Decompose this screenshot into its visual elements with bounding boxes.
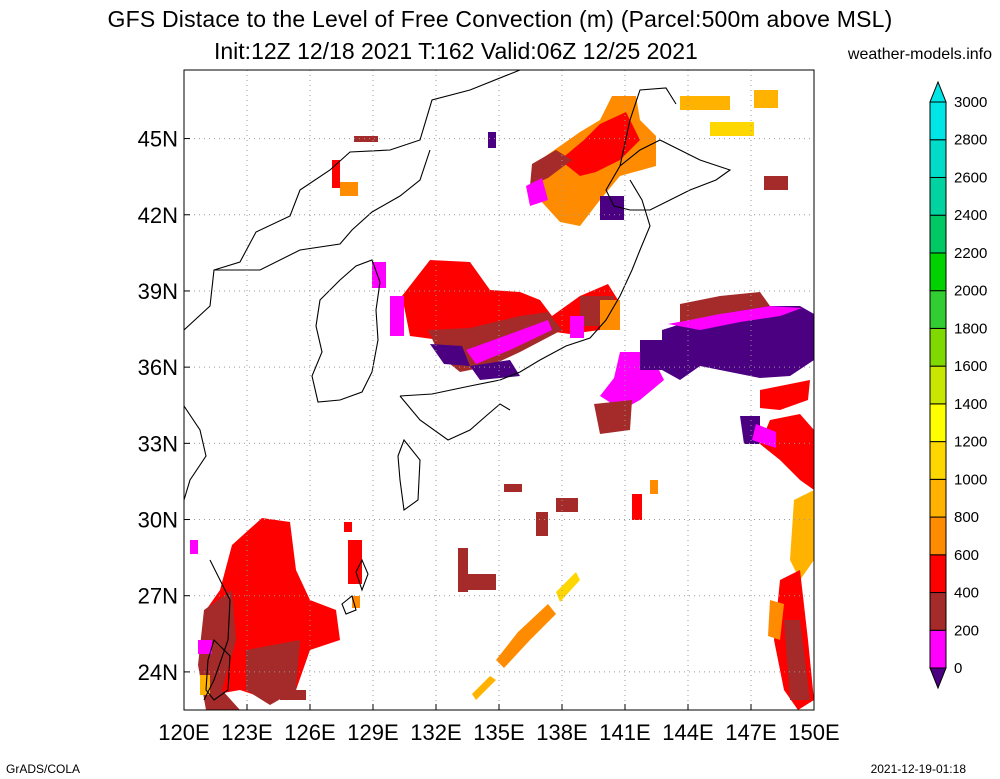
colorbar-label: 2800 <box>954 132 987 149</box>
x-tick-label: 144E <box>662 720 713 745</box>
colorbar-label: 2000 <box>954 283 987 300</box>
x-tick-label: 135E <box>473 720 524 745</box>
x-tick-label: 147E <box>725 720 776 745</box>
colorbar-label: 0 <box>954 660 962 677</box>
chart-title: GFS Distace to the Level of Free Convect… <box>107 6 893 32</box>
colorbar-swatch <box>929 365 947 405</box>
chart-subtitle: Init:12Z 12/18 2021 T:162 Valid:06Z 12/2… <box>214 38 698 64</box>
colorbar-swatch <box>929 403 947 443</box>
colorbar-label: 2600 <box>954 169 987 186</box>
colorbar-label: 600 <box>954 547 979 564</box>
longitude-labels: 120E 123E 126E 129E 132E 135E 138E 141E 144E 147E… <box>158 720 839 745</box>
colorbar-label: 800 <box>954 509 979 526</box>
colorbar-label: 200 <box>954 622 979 639</box>
footer-credit: GrADS/COLA <box>6 762 81 776</box>
colorbar-swatch <box>929 252 947 292</box>
colorbar-label: 400 <box>954 585 979 602</box>
colorbar-swatch <box>929 290 947 329</box>
colorbar-swatch <box>929 516 947 556</box>
colorbar-swatch <box>929 101 947 141</box>
colorbar-underflow <box>929 667 947 690</box>
colorbar-label: 2200 <box>954 245 987 262</box>
x-tick-label: 120E <box>158 720 209 745</box>
colorbar-swatch <box>929 214 947 254</box>
colorbar-swatch <box>929 327 947 367</box>
colorbar: 0 200 400 600 800 1000 1200 1400 1600 1800 2000 220… <box>929 80 987 690</box>
colorbar-swatch <box>929 554 947 594</box>
latitude-labels: 24N 27N 30N 33N 36N 39N 42N 45N <box>138 127 178 685</box>
colorbar-swatch <box>929 441 947 480</box>
x-tick-label: 123E <box>221 720 272 745</box>
colorbar-label: 1200 <box>954 434 987 451</box>
y-tick-label: 39N <box>138 279 178 304</box>
colorbar-swatch <box>929 478 947 518</box>
y-tick-label: 42N <box>138 203 178 228</box>
colorbar-label: 1800 <box>954 320 987 337</box>
x-tick-label: 138E <box>536 720 587 745</box>
map-frame <box>183 69 815 711</box>
x-tick-label: 126E <box>284 720 335 745</box>
colorbar-label: 1000 <box>954 471 987 488</box>
colorbar-label: 1400 <box>954 396 987 413</box>
colorbar-label: 2400 <box>954 207 987 224</box>
colorbar-swatch <box>929 629 947 669</box>
y-tick-label: 30N <box>138 508 178 533</box>
coastlines <box>184 70 732 701</box>
colorbar-label: 1600 <box>954 358 987 375</box>
colorbar-swatch <box>929 176 947 216</box>
colorbar-swatch <box>929 592 947 631</box>
site-credit: weather-models.info <box>847 46 992 63</box>
y-tick-label: 36N <box>138 355 178 380</box>
graticule <box>183 70 815 710</box>
x-tick-label: 150E <box>788 720 839 745</box>
y-tick-label: 24N <box>138 660 178 685</box>
colorbar-swatch <box>929 139 947 178</box>
y-tick-label: 33N <box>138 431 178 456</box>
x-tick-label: 132E <box>410 720 461 745</box>
y-tick-label: 45N <box>138 127 178 152</box>
x-tick-label: 129E <box>347 720 398 745</box>
field-layer <box>190 90 814 710</box>
y-tick-label: 27N <box>138 584 178 609</box>
x-tick-label: 141E <box>599 720 650 745</box>
colorbar-overflow <box>929 80 947 103</box>
footer-timestamp: 2021-12-19-01:18 <box>870 762 966 776</box>
colorbar-label: 3000 <box>954 94 987 111</box>
